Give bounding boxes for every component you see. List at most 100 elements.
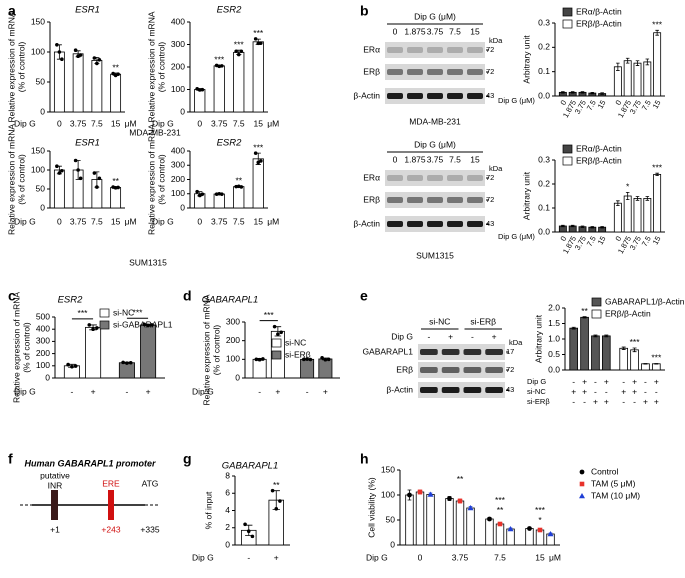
legend-marker <box>579 469 585 475</box>
data-point <box>91 327 95 332</box>
legend-label: ERα/β-Actin <box>576 143 622 153</box>
blot-band <box>420 367 438 373</box>
blot-band <box>420 387 438 393</box>
y-axis-label: (% of control) <box>16 154 26 205</box>
x-row-value: + <box>654 396 659 406</box>
kda-label: 72 <box>506 365 514 374</box>
data-point <box>279 330 283 335</box>
data-point <box>92 171 97 175</box>
data-point <box>305 357 309 361</box>
kda-unit: kDa <box>489 36 503 45</box>
bar <box>601 335 611 371</box>
bar <box>580 316 589 371</box>
x-row-value: - <box>644 376 647 386</box>
blot-band <box>427 93 443 99</box>
error-bar <box>616 62 620 71</box>
blot-band <box>467 69 483 75</box>
data-marker <box>427 491 434 497</box>
blot-band <box>441 387 460 393</box>
data-point <box>70 364 74 369</box>
bar <box>613 66 622 97</box>
data-point <box>57 171 62 175</box>
panel-label: g <box>183 451 192 467</box>
y-axis-label: Relative expression of mRNA <box>146 124 156 235</box>
x-tick-label: 15 <box>111 216 121 226</box>
kda-label: 43 <box>506 385 514 394</box>
panel-label: b <box>360 3 369 19</box>
significance-label: ** <box>235 175 242 185</box>
chart-title: ESR2 <box>217 5 243 16</box>
data-point <box>78 176 83 181</box>
error-bar <box>570 91 575 94</box>
significance-label: *** <box>495 495 506 505</box>
legend-swatch <box>562 156 573 166</box>
y-axis-label: (% of control) <box>16 42 26 93</box>
x-row-value: + <box>632 376 637 386</box>
y-tick-label: 200 <box>36 348 50 358</box>
x-tick-label: 7.5 <box>494 552 506 562</box>
data-point <box>57 50 62 54</box>
y-tick-label: 0 <box>235 372 240 382</box>
blot-band <box>447 175 463 181</box>
x-row-value: - <box>594 376 597 386</box>
significance-label: *** <box>652 20 663 30</box>
data-point <box>234 184 238 189</box>
x-tick-label: 0 <box>613 98 623 106</box>
data-marker <box>417 489 423 495</box>
bar <box>506 528 515 546</box>
error-bar <box>582 316 587 319</box>
y-tick-label: 100 <box>31 46 45 56</box>
y-tick-label: 4 <box>225 505 230 515</box>
x-unit-label: μM <box>125 118 137 128</box>
data-point <box>73 364 78 368</box>
blot-row-name: GABARAPL1 <box>362 346 413 356</box>
bar <box>643 197 652 233</box>
data-point <box>197 88 202 92</box>
data-point <box>220 192 224 196</box>
panel-label: a <box>8 3 16 19</box>
y-tick-label: 0 <box>390 539 395 549</box>
error-bar <box>561 224 565 228</box>
bar <box>641 363 650 371</box>
y-tick-label: 2 <box>225 522 230 532</box>
x-tick-label: - <box>71 386 74 396</box>
blot-band <box>441 349 460 355</box>
y-tick-label: 400 <box>171 16 185 26</box>
blot-band <box>407 197 423 203</box>
data-point <box>95 326 99 330</box>
legend-label: GABARAPL1/β-Actin <box>605 296 685 306</box>
error-bar <box>561 91 565 94</box>
blot-cell-line: MDA-MB-231 <box>409 116 461 126</box>
x-tick-label: 3.75 <box>211 216 228 226</box>
error-bar <box>570 224 575 228</box>
lane-label: 0 <box>393 26 398 36</box>
data-point <box>259 159 263 163</box>
x-tick-label: 15 <box>111 118 121 128</box>
y-tick-label: 0.3 <box>538 17 550 27</box>
significance-label: *** <box>253 28 264 38</box>
blot-strip <box>418 382 505 398</box>
promoter-diagram: Human GABARAPL1 promoter putative INR ER… <box>20 458 160 534</box>
legend-swatch <box>99 320 110 330</box>
data-point <box>116 72 120 76</box>
x-axis-label: Dip G <box>14 216 36 226</box>
x-row-value: - <box>633 396 636 406</box>
significance-label: * <box>626 182 630 192</box>
significance-label: *** <box>133 307 144 317</box>
lane-label: 15 <box>470 154 480 164</box>
blot-band <box>387 175 403 181</box>
blot-group: si-ERβ <box>470 316 496 326</box>
lane-label: 1.875 <box>404 154 426 164</box>
data-point <box>78 53 83 57</box>
blot-band <box>427 221 443 227</box>
blot-band <box>441 367 460 373</box>
blot-header: Dip G (μM) <box>414 139 456 149</box>
blot-band <box>447 69 463 75</box>
x-tick-label: + <box>146 386 151 396</box>
y-axis-label: (% of control) <box>211 325 221 376</box>
lane-label: 3.75 <box>427 26 444 36</box>
position-label: +335 <box>140 524 159 534</box>
blot-band <box>387 47 403 53</box>
legend-label: si-NC <box>285 337 306 347</box>
y-axis-label: Arbitrary unit <box>533 314 543 363</box>
